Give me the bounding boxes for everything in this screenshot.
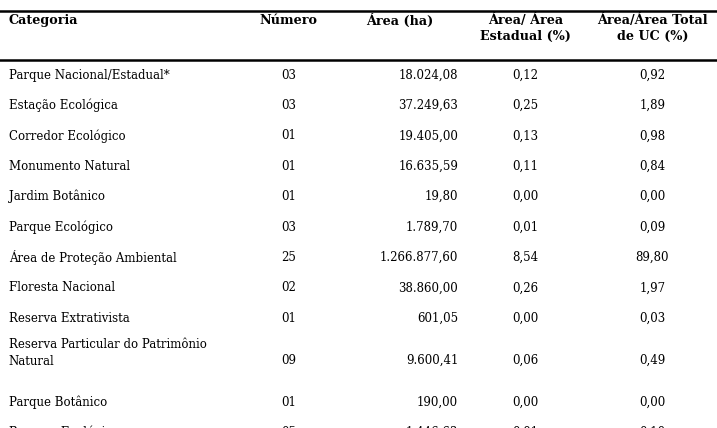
Text: 01: 01 [281,395,296,409]
Text: 0,25: 0,25 [512,99,538,112]
Text: 8,54: 8,54 [512,251,538,264]
Text: 02: 02 [281,281,296,294]
Text: 03: 03 [281,68,296,82]
Text: 0,00: 0,00 [640,395,665,409]
Text: 601,05: 601,05 [417,312,458,325]
Text: Reserva Particular do Patrimônio
Natural: Reserva Particular do Patrimônio Natural [9,338,206,368]
Text: 01: 01 [281,129,296,143]
Text: Área/ Área
Estadual (%): Área/ Área Estadual (%) [480,14,571,43]
Text: 38.860,00: 38.860,00 [399,281,458,294]
Text: Categoria: Categoria [9,14,78,27]
Text: 0,49: 0,49 [640,354,665,367]
Text: 0,06: 0,06 [512,354,538,367]
Text: 05: 05 [281,426,296,428]
Text: Parque Nacional/Estadual*: Parque Nacional/Estadual* [9,68,169,82]
Text: 37.249,63: 37.249,63 [398,99,458,112]
Text: Reserva Extrativista: Reserva Extrativista [9,312,129,325]
Text: Área/Área Total
de UC (%): Área/Área Total de UC (%) [597,14,708,43]
Text: 0,01: 0,01 [512,426,538,428]
Text: 0,98: 0,98 [640,129,665,143]
Text: 0,00: 0,00 [512,395,538,409]
Text: 03: 03 [281,220,296,234]
Text: Monumento Natural: Monumento Natural [9,160,130,173]
Text: 0,00: 0,00 [512,312,538,325]
Text: Reserva Ecológica: Reserva Ecológica [9,426,118,428]
Text: Estação Ecológica: Estação Ecológica [9,99,118,112]
Text: 16.635,59: 16.635,59 [398,160,458,173]
Text: 0,03: 0,03 [640,312,665,325]
Text: 0,13: 0,13 [512,129,538,143]
Text: 25: 25 [281,251,296,264]
Text: 18.024,08: 18.024,08 [399,68,458,82]
Text: 0,84: 0,84 [640,160,665,173]
Text: 1.789,70: 1.789,70 [406,220,458,234]
Text: 09: 09 [281,354,296,367]
Text: 0,00: 0,00 [512,190,538,203]
Text: 0,11: 0,11 [512,160,538,173]
Text: 1.446,63: 1.446,63 [406,426,458,428]
Text: 03: 03 [281,99,296,112]
Text: 0,09: 0,09 [640,220,665,234]
Text: 89,80: 89,80 [636,251,669,264]
Text: Jardim Botânico: Jardim Botânico [9,190,105,203]
Text: 19.405,00: 19.405,00 [398,129,458,143]
Text: 0,10: 0,10 [640,426,665,428]
Text: 0,00: 0,00 [640,190,665,203]
Text: 0,26: 0,26 [512,281,538,294]
Text: 0,12: 0,12 [512,68,538,82]
Text: 190,00: 190,00 [417,395,458,409]
Text: 1,89: 1,89 [640,99,665,112]
Text: 1,97: 1,97 [640,281,665,294]
Text: Parque Ecológico: Parque Ecológico [9,220,113,234]
Text: 01: 01 [281,312,296,325]
Text: 19,80: 19,80 [424,190,458,203]
Text: 9.600,41: 9.600,41 [406,354,458,367]
Text: 0,01: 0,01 [512,220,538,234]
Text: Número: Número [260,14,318,27]
Text: 1.266.877,60: 1.266.877,60 [380,251,458,264]
Text: Corredor Ecológico: Corredor Ecológico [9,129,125,143]
Text: Parque Botânico: Parque Botânico [9,395,107,409]
Text: 01: 01 [281,160,296,173]
Text: Área (ha): Área (ha) [366,14,433,28]
Text: Área de Proteção Ambiental: Área de Proteção Ambiental [9,250,176,265]
Text: 01: 01 [281,190,296,203]
Text: 0,92: 0,92 [640,68,665,82]
Text: Floresta Nacional: Floresta Nacional [9,281,115,294]
